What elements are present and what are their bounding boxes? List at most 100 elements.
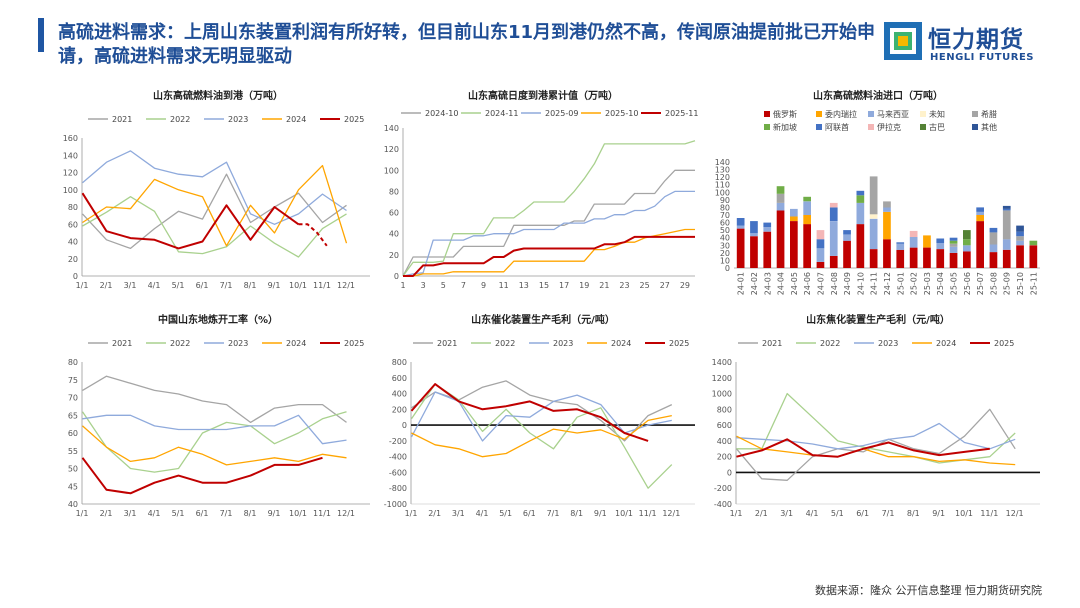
legend-label: 2023: [228, 115, 248, 124]
legend-swatch: [972, 124, 978, 130]
y-tick-label: 0: [73, 272, 78, 281]
series-line-2024-10: [402, 169, 695, 277]
bar-新加坡-25-05: [949, 240, 958, 244]
bar-伊拉克-24-07: [816, 230, 825, 240]
y-tick-label: 80: [68, 358, 78, 367]
y-tick-label: 160: [63, 134, 78, 143]
series-line-2021: [82, 173, 347, 250]
series-2025-09: [402, 190, 696, 277]
y-tick-label: 0: [725, 264, 730, 273]
bar-俄罗斯-24-12: [883, 239, 891, 268]
y-tick-label: 1000: [712, 390, 732, 399]
legend-item-2025-11: 2025-11: [641, 109, 698, 118]
series-2024: [411, 414, 672, 458]
x-tick-label: 5: [441, 281, 446, 290]
legend-item-2025-09: 2025-09: [521, 109, 578, 118]
legend-label: 2022: [820, 339, 840, 348]
bar-新加坡-24-06: [803, 196, 811, 202]
legend-label: 2025-10: [605, 109, 638, 118]
bar-其他-25-09: [1002, 205, 1011, 209]
y-tick-label: 20: [720, 249, 730, 258]
legend-item-伊拉克: 伊拉克: [868, 122, 901, 132]
y-tick-label: 50: [68, 465, 78, 474]
legend-label: 2025-11: [665, 109, 698, 118]
x-tick-label: 11/1: [980, 509, 998, 518]
y-tick-label: 1200: [712, 374, 732, 383]
x-tick-label: 24-06: [803, 272, 812, 295]
legend-item-俄罗斯: 俄罗斯: [764, 109, 797, 119]
chart-title: 中国山东地炼开工率（%）: [158, 313, 278, 326]
bar-马来西亚-24-08: [829, 221, 838, 256]
legend-label: 2023: [878, 339, 898, 348]
y-tick-label: 30: [720, 241, 730, 250]
x-tick-label: 4/1: [148, 281, 161, 290]
series-2024: [82, 425, 347, 466]
bar-伊拉克-24-08: [829, 202, 838, 208]
bar-马来西亚-24-05: [790, 208, 798, 217]
series-2024: [82, 164, 348, 247]
x-tick-label: 21: [599, 281, 609, 290]
chart-svg: 中国山东地炼开工率（%） 2021 2022 2023 2024 2025 40 45 50 55…: [68, 313, 370, 518]
bar-委内瑞拉-24-06: [803, 215, 811, 225]
bar-委内瑞拉-25-07: [976, 215, 984, 222]
bar-马来西亚-25-02: [909, 237, 918, 248]
y-tick-label: 400: [392, 390, 407, 399]
y-tick-label: 600: [392, 374, 407, 383]
bar-阿联酋-25-05: [949, 237, 958, 241]
legend-label: 新加坡: [773, 122, 797, 132]
series-line-2024: [736, 435, 1016, 466]
legend-label: 2022: [495, 339, 515, 348]
x-tick-label: 4/1: [806, 509, 819, 518]
legend-item-2025: 2025: [970, 339, 1014, 348]
legend-swatch: [868, 124, 874, 130]
x-tick-label: 25-01: [896, 272, 905, 295]
legend-item-2023: 2023: [204, 115, 248, 124]
series-2024-10: [402, 169, 696, 277]
bar-俄罗斯-25-07: [976, 221, 984, 268]
bar-阿联酋-25-01: [896, 242, 905, 244]
legend-item-2021: 2021: [413, 339, 457, 348]
y-tick-label: 200: [717, 453, 732, 462]
y-tick-label: 90: [720, 196, 730, 205]
x-tick-label: 24-09: [843, 272, 852, 295]
y-tick-label: 0: [727, 468, 732, 477]
x-tick-label: 11/1: [313, 281, 331, 290]
legend-label: 古巴: [929, 122, 945, 132]
x-tick-label: 2/1: [755, 509, 768, 518]
x-tick-label: 25-05: [950, 272, 959, 295]
bar-阿联酋-24-09: [843, 230, 851, 235]
legend-item-2024: 2024: [587, 339, 631, 348]
bar-阿联酋-25-07: [976, 207, 984, 212]
series-line-2023: [82, 150, 347, 225]
legend-item-2025: 2025: [320, 115, 364, 124]
legend-label: 2021: [112, 115, 132, 124]
legend-label: 2023: [553, 339, 573, 348]
bar-新加坡-25-06: [963, 239, 971, 246]
y-tick-label: 70: [68, 394, 78, 403]
x-tick-label: 12/1: [1006, 509, 1024, 518]
bar-马来西亚-25-10: [1016, 240, 1024, 246]
series-2025: [81, 456, 323, 495]
series-line-2024: [82, 164, 348, 247]
bar-俄罗斯-24-08: [829, 255, 838, 268]
legend-label: 未知: [929, 109, 945, 119]
x-tick-label: 11: [499, 281, 509, 290]
legend-label: 2024: [286, 339, 306, 348]
legend-label: 2024: [286, 115, 306, 124]
y-tick-label: 110: [715, 181, 730, 190]
y-tick-label: 100: [63, 186, 78, 195]
bar-希腊-25-10: [1016, 236, 1024, 241]
y-tick-label: 200: [392, 405, 407, 414]
x-tick-label: 24-02: [750, 272, 759, 295]
bar-马来西亚-25-09: [1002, 239, 1011, 250]
x-tick-label: 8/1: [244, 509, 257, 518]
series-line-2022: [81, 411, 347, 473]
x-tick-label: 2/1: [100, 509, 113, 518]
chart-title: 山东高硫日度到港累计值（万吨）: [468, 89, 618, 102]
series-2021: [82, 173, 347, 250]
legend-label: 2024: [936, 339, 956, 348]
series-2023: [82, 414, 347, 445]
legend-item-新加坡: 新加坡: [764, 122, 797, 132]
x-tick-label: 7/1: [882, 509, 895, 518]
x-tick-label: 7/1: [220, 281, 233, 290]
